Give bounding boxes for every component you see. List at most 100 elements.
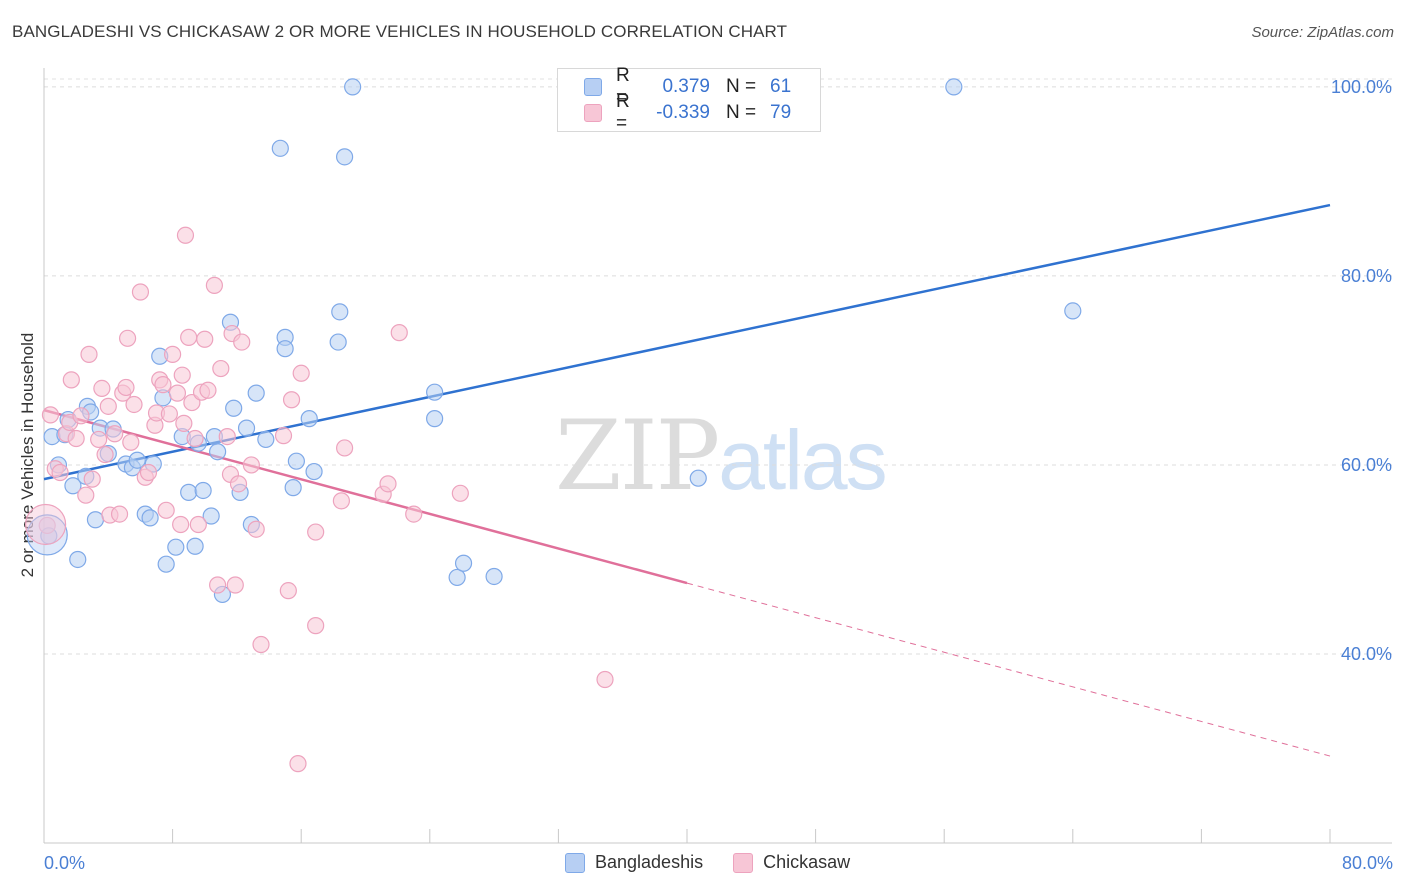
legend-row-chickasaw: R = -0.339 N = 79 [584,91,792,134]
bangladeshi-point [284,479,302,497]
bangladeshi-point [186,537,204,555]
chickasaw-point [106,425,124,443]
data-points [25,78,1082,773]
bangladeshi-point [194,481,212,500]
bangladeshi-point [276,340,294,358]
bangladeshi-point [300,410,318,428]
chickasaw-point [83,470,101,488]
chickasaw-point [160,405,178,423]
chickasaw-point [122,433,140,451]
chickasaw-point [125,395,143,414]
legend-n-label: N = [726,102,757,123]
legend-r-label: R = [616,65,630,108]
bangladeshi-point [128,451,146,469]
y-tick-label: 80.0% [1341,266,1392,286]
legend-item-chickasaw[interactable]: Chickasaw [733,852,850,873]
chickasaw-point [247,520,265,538]
bangladeshi-point [454,554,473,572]
chickasaw-point [209,576,227,594]
series-legend: Bangladeshis Chickasaw [565,852,880,873]
chickasaw-point [72,407,90,425]
legend-row-bangladeshis: R = 0.379 N = 61 [584,65,791,108]
chickasaw-point [118,329,137,347]
legend-swatch-chickasaw [733,852,754,873]
bangladeshi-point [426,410,444,428]
chickasaw-point [172,515,190,534]
chickasaw-point [164,345,182,363]
chickasaw-point [274,427,293,445]
chickasaw-point [180,328,198,346]
bangladeshi-point [945,78,963,96]
chickasaw-point [131,283,150,301]
chickasaw-point [218,427,236,446]
chickasaw-point [252,635,270,654]
chickasaw-point [41,406,60,424]
chickasaw-point [332,492,350,510]
chickasaw-point [173,366,191,384]
chickasaw-point [80,345,98,363]
y-tick-label: 60.0% [1341,455,1392,475]
bangladeshi-point [344,78,362,96]
chickasaw-point [77,486,95,504]
chickasaw-point [289,755,307,773]
chickasaw-point [117,378,135,397]
legend-item-bangladeshis[interactable]: Bangladeshis [565,852,703,873]
chickasaw-point [307,523,325,541]
chickasaw-point [390,324,408,342]
watermark: ZIPatlas [555,400,888,512]
bangladeshi-point [287,452,305,470]
chickasaw-point [199,381,217,399]
legend-n-label: N = [726,76,757,97]
bangladeshi-point [141,509,159,527]
chickasaw-point [336,439,354,457]
chickasaw-point [139,463,158,482]
chickasaw-point [212,359,230,378]
legend-r-label: R = [616,91,630,134]
watermark-zip: ZIP [555,400,720,512]
tick-labels: 40.0% 60.0% 80.0% 100.0% 0.0% 80.0% [44,77,1393,873]
chickasaw-point [67,429,85,448]
chickasaw-trend-line [43,408,688,585]
chickasaw-point [90,430,108,449]
chickasaw-point [96,445,114,464]
legend-label-chickasaw: Chickasaw [763,852,851,872]
chickasaw-point [186,429,204,448]
bangladeshi-point [689,469,707,487]
gridlines [44,78,1392,655]
bangladeshi-point [209,443,227,461]
bangladeshi-point [485,567,503,586]
x-tick-label: 0.0% [44,853,85,873]
y-tick-label: 40.0% [1341,644,1392,664]
chickasaw-point [176,226,195,244]
chickasaw-point [229,475,248,493]
legend-swatch-chickasaw [584,104,602,122]
stats-legend: R = 0.379 N = 61 R = -0.339 N = 79 [557,65,821,134]
legend-r-value: -0.339 [656,102,710,123]
legend-n-value: 79 [770,102,792,123]
axes [43,68,1392,844]
chickasaw-point [282,391,301,409]
chickasaw-point [405,505,423,523]
bangladeshi-point [202,507,220,525]
chickasaw-point [196,330,214,348]
chickasaw-point [379,475,397,493]
chickasaw-point [175,414,193,432]
chickasaw-point [226,576,244,594]
chickasaw-point [51,463,69,482]
bangladeshi-point [157,555,175,573]
bangladeshi-point [180,483,198,501]
bangladeshi-point [336,148,354,166]
bangladeshi-point-large [26,514,68,556]
bangladeshi-point [329,333,347,351]
chickasaw-point [168,384,187,402]
chickasaw-point [157,501,175,519]
bangladeshi-point [448,568,466,587]
chickasaw-point [110,505,129,523]
legend-r-value: 0.379 [662,76,710,97]
bangladeshi-point [305,462,323,481]
bangladeshi-point [426,383,444,401]
chickasaw-point [205,276,223,294]
bangladeshi-point [64,477,82,495]
chickasaw-trend-extension [686,582,1331,757]
